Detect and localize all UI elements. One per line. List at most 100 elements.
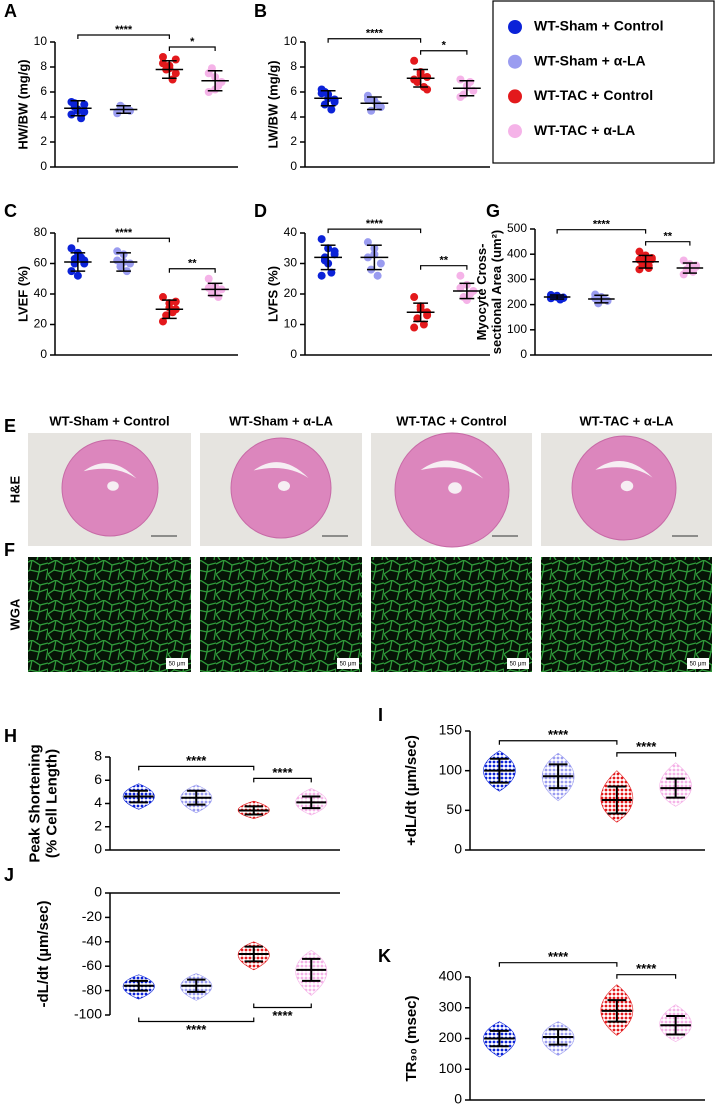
y-axis-label: (% Cell Length) bbox=[43, 749, 60, 858]
significance-bracket bbox=[420, 265, 468, 270]
data-point bbox=[410, 75, 419, 84]
y-tick-label: 4 bbox=[290, 109, 297, 123]
legend-label: WT-Sham + Control bbox=[534, 18, 664, 34]
data-point bbox=[330, 98, 339, 106]
data-point bbox=[171, 297, 180, 306]
y-tick-label: 0 bbox=[94, 841, 102, 857]
scale-label: 50 μm bbox=[510, 662, 527, 668]
data-point bbox=[158, 293, 167, 302]
data-point bbox=[327, 105, 336, 114]
significance-bracket bbox=[498, 740, 618, 745]
scale-box bbox=[166, 658, 188, 669]
significance-label: **** bbox=[636, 739, 657, 754]
scale-box bbox=[507, 658, 529, 669]
legend-marker bbox=[508, 20, 522, 34]
significance-label: ** bbox=[188, 258, 197, 270]
significance-label: **** bbox=[366, 28, 384, 40]
scale-label: 50 μm bbox=[690, 662, 707, 668]
y-tick-label: 0 bbox=[40, 347, 47, 361]
wga-image bbox=[371, 557, 532, 672]
significance-bracket bbox=[327, 38, 422, 43]
significance-label: **** bbox=[115, 24, 133, 36]
y-tick-label: 60 bbox=[34, 256, 48, 270]
y-tick-label: 0 bbox=[454, 841, 462, 857]
data-point bbox=[679, 270, 688, 279]
panel-letter: G bbox=[486, 201, 500, 221]
cavity bbox=[107, 481, 119, 491]
cavity bbox=[620, 480, 634, 492]
legend-label: WT-Sham + α-LA bbox=[534, 52, 646, 68]
y-axis-label: LVEF (%) bbox=[15, 266, 30, 322]
cavity bbox=[448, 482, 462, 494]
panel-letter: F bbox=[4, 540, 15, 560]
data-point bbox=[423, 311, 432, 320]
data-point bbox=[214, 81, 223, 90]
panel-letter: I bbox=[378, 705, 383, 725]
y-tick-label: 8 bbox=[290, 59, 297, 73]
panel-letter: J bbox=[4, 865, 14, 885]
data-point bbox=[559, 294, 568, 303]
panel-letter: D bbox=[254, 201, 267, 221]
significance-bracket bbox=[138, 765, 255, 771]
significance-bracket bbox=[420, 50, 468, 55]
significance-label: **** bbox=[272, 765, 293, 780]
y-tick-label: -20 bbox=[82, 908, 102, 924]
y-tick-label: 200 bbox=[439, 1029, 463, 1045]
data-point bbox=[317, 271, 326, 280]
y-tick-label: 400 bbox=[507, 246, 527, 260]
y-tick-label: 400 bbox=[439, 968, 463, 984]
significance-label: **** bbox=[593, 219, 611, 231]
significance-bracket bbox=[253, 1003, 312, 1009]
y-tick-label: -60 bbox=[82, 957, 102, 973]
scale-box bbox=[687, 658, 709, 669]
y-tick-label: 2 bbox=[290, 134, 297, 148]
data-point bbox=[158, 317, 167, 326]
data-point bbox=[317, 235, 326, 244]
y-tick-label: 0 bbox=[94, 884, 102, 900]
significance-bracket bbox=[616, 974, 677, 979]
data-point bbox=[80, 259, 89, 268]
y-tick-label: 4 bbox=[40, 109, 47, 123]
column-title: WT-Sham + α-LA bbox=[229, 413, 333, 428]
panel-letter: B bbox=[254, 1, 267, 21]
y-tick-label: -40 bbox=[82, 933, 102, 949]
y-tick-label: 0 bbox=[40, 159, 47, 173]
y-tick-label: -80 bbox=[82, 981, 102, 997]
data-point bbox=[363, 238, 372, 247]
data-point bbox=[73, 271, 82, 280]
data-point bbox=[591, 294, 600, 303]
data-point bbox=[330, 247, 339, 256]
y-tick-label: 6 bbox=[40, 84, 47, 98]
significance-bracket bbox=[168, 46, 216, 51]
y-axis-label: sectional Area (um²) bbox=[489, 230, 504, 355]
y-axis-label: LW/BW (mg/g) bbox=[265, 60, 280, 148]
lumen bbox=[253, 462, 309, 478]
panel-letter: E bbox=[4, 416, 16, 436]
y-tick-label: 20 bbox=[284, 286, 298, 300]
data-point bbox=[419, 320, 428, 329]
y-tick-label: 6 bbox=[94, 771, 102, 787]
y-tick-label: 0 bbox=[454, 1091, 462, 1107]
significance-label: **** bbox=[548, 727, 569, 742]
y-tick-label: 0 bbox=[520, 347, 527, 361]
data-point bbox=[171, 55, 180, 64]
y-tick-label: 0 bbox=[290, 159, 297, 173]
legend-label: WT-TAC + α-LA bbox=[534, 122, 635, 138]
y-axis-label: +dL/dt (µm/sec) bbox=[403, 735, 420, 846]
y-axis-label: TR₉₀ (msec) bbox=[403, 995, 420, 1081]
significance-bracket bbox=[77, 34, 170, 39]
y-tick-label: 6 bbox=[290, 84, 297, 98]
y-tick-label: 200 bbox=[507, 297, 527, 311]
significance-label: **** bbox=[186, 753, 207, 768]
data-point bbox=[158, 53, 167, 61]
y-tick-label: 8 bbox=[40, 59, 47, 73]
y-tick-label: -100 bbox=[74, 1006, 102, 1022]
cavity bbox=[278, 481, 290, 491]
column-title: WT-TAC + Control bbox=[396, 413, 507, 428]
panel-letter: A bbox=[4, 1, 17, 21]
significance-label: **** bbox=[186, 1022, 207, 1037]
data-point bbox=[635, 255, 644, 264]
scale-box bbox=[337, 658, 359, 669]
data-point bbox=[77, 253, 86, 262]
